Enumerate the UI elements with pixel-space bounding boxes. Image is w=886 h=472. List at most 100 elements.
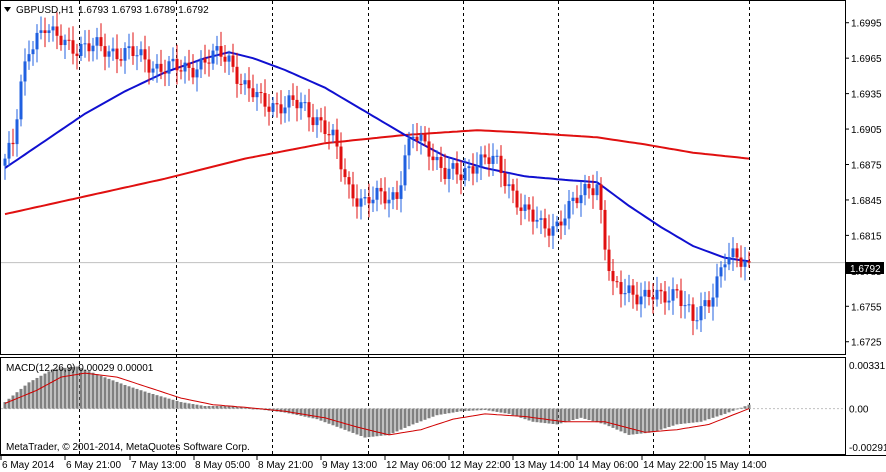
candle-body <box>211 50 215 64</box>
candle <box>467 159 471 182</box>
candle-body <box>275 103 279 105</box>
candle <box>131 32 135 65</box>
candle-body <box>195 69 199 78</box>
candle-body <box>39 30 43 33</box>
candle-body <box>343 169 347 178</box>
candle <box>635 281 639 311</box>
macd-histogram-bar <box>659 408 663 430</box>
macd-histogram-bar <box>527 408 531 421</box>
candle-body <box>619 282 623 295</box>
current-price-label: 1.6792 <box>850 264 881 275</box>
macd-histogram-bar <box>743 406 747 409</box>
macd-histogram-bar <box>291 408 295 415</box>
price-tick-label: 1.6935 <box>851 90 882 101</box>
candle-body <box>631 285 635 295</box>
macd-histogram-bar <box>699 408 703 422</box>
dropdown-triangle-icon[interactable] <box>4 7 11 12</box>
macd-histogram-bar <box>335 408 339 427</box>
macd-histogram-bar <box>495 408 499 412</box>
candle-body <box>703 300 707 307</box>
candle-body <box>603 209 607 250</box>
candle-body <box>163 71 167 74</box>
macd-histogram-bar <box>371 408 375 437</box>
macd-histogram-bar <box>251 408 255 410</box>
candle-body <box>203 58 207 63</box>
candle <box>451 158 455 180</box>
candle-body <box>151 68 155 73</box>
candle <box>319 107 323 133</box>
candle <box>539 210 543 234</box>
candle-body <box>79 43 83 56</box>
candle <box>435 150 439 171</box>
candlesticks <box>3 12 751 336</box>
candle-body <box>611 271 615 282</box>
candle-body <box>387 199 391 204</box>
candle-body <box>135 55 139 57</box>
candle <box>615 276 619 288</box>
candle <box>39 16 43 40</box>
macd-histogram-bar <box>235 406 239 409</box>
candle <box>55 12 59 50</box>
candle <box>695 307 699 330</box>
candle <box>263 79 267 117</box>
candle <box>679 278 683 319</box>
candle <box>391 187 395 210</box>
candle <box>719 261 723 288</box>
macd-histogram-bar <box>187 403 191 409</box>
macd-histogram-bar <box>707 408 711 420</box>
candle <box>667 286 671 311</box>
candle <box>619 270 623 308</box>
macd-histogram-bar <box>479 408 483 411</box>
macd-histogram-bar <box>443 408 447 414</box>
candle-body <box>683 305 687 307</box>
macd-histogram-bar <box>175 400 179 409</box>
candle <box>271 96 275 118</box>
macd-histogram-bar <box>107 378 111 409</box>
macd-histogram-bar <box>395 408 399 432</box>
candle-body <box>447 168 451 179</box>
candle <box>259 83 263 104</box>
macd-histogram-bar <box>543 408 547 424</box>
candle <box>275 92 279 118</box>
candle <box>583 174 587 206</box>
candle-body <box>183 62 187 72</box>
candle <box>31 41 35 66</box>
macd-histogram-bar <box>579 408 583 418</box>
candle-body <box>239 83 243 85</box>
moving-averages <box>4 51 750 263</box>
macd-histogram-bar <box>719 408 723 416</box>
candle-body <box>399 185 403 199</box>
candle-body <box>599 184 603 210</box>
candle-body <box>687 304 691 306</box>
candle-body <box>59 35 63 46</box>
macd-histogram-bar <box>103 377 107 409</box>
macd-histogram-bar <box>683 408 687 424</box>
macd-histogram-bar <box>11 395 15 409</box>
candle <box>627 274 631 303</box>
candle-body <box>423 134 427 142</box>
candle-body <box>635 294 639 305</box>
candle-body <box>723 264 727 268</box>
candle-body <box>359 198 363 207</box>
macd-histogram-bar <box>319 408 323 421</box>
macd-histogram-bar <box>631 408 635 435</box>
macd-histogram-bar <box>427 408 431 419</box>
candle-body <box>643 289 647 297</box>
macd-histogram-bar <box>519 408 523 418</box>
candle <box>35 24 39 63</box>
macd-histogram-bar <box>539 408 543 423</box>
candle <box>187 49 191 81</box>
candle <box>455 151 459 184</box>
candle-body <box>555 221 559 227</box>
candle-body <box>747 261 751 263</box>
macd-histogram-bar <box>119 383 123 409</box>
candle-body <box>383 191 387 204</box>
candle <box>303 94 307 111</box>
candle-body <box>83 43 87 45</box>
macd-histogram-bar <box>523 408 527 420</box>
candle-body <box>439 156 443 168</box>
candle <box>179 59 183 80</box>
candle <box>703 291 707 320</box>
candle-body <box>547 228 551 236</box>
